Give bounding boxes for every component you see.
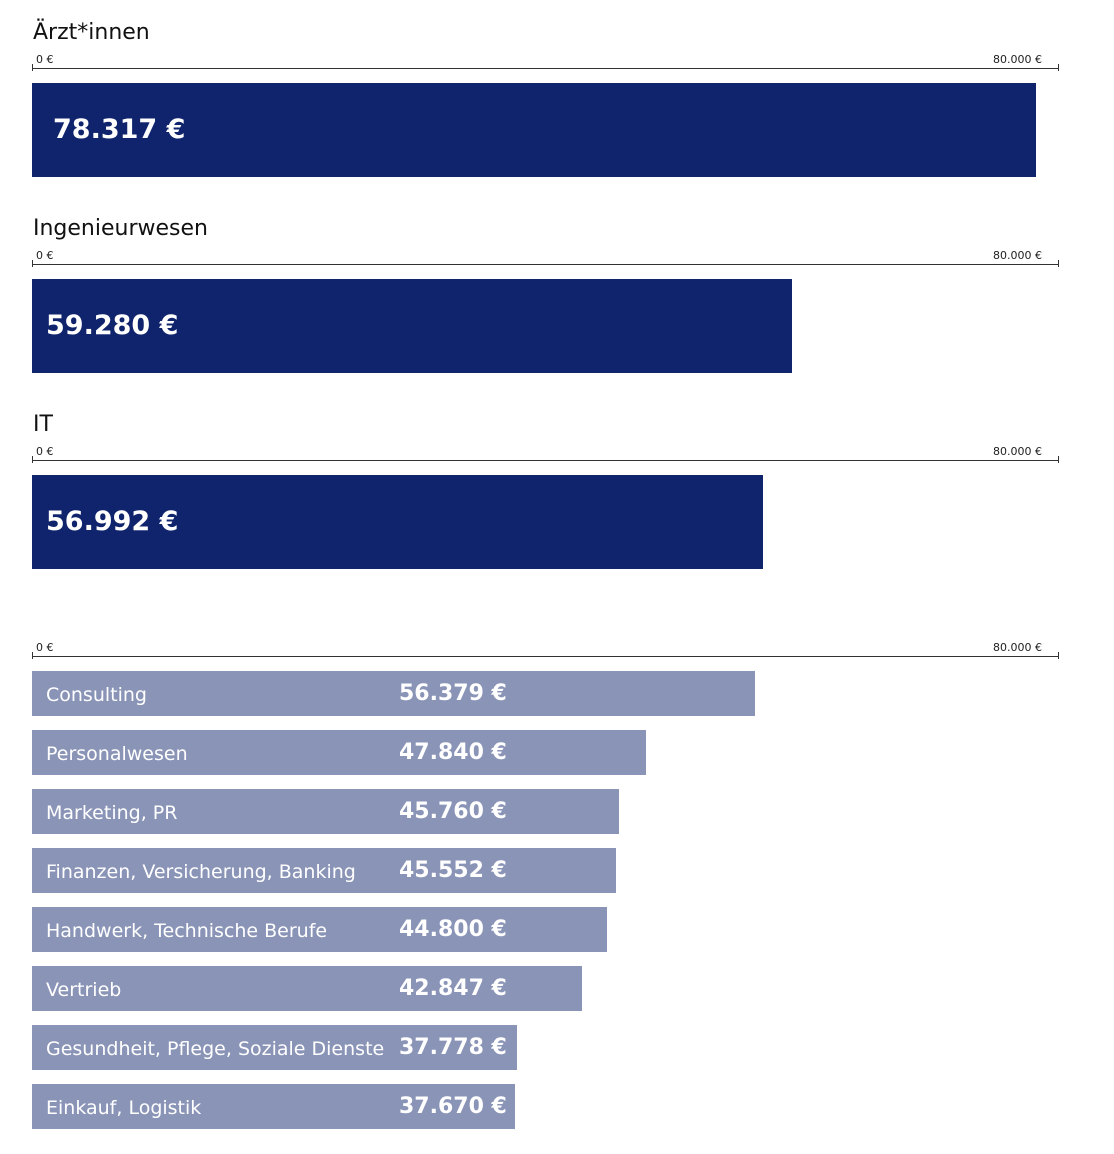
bar-value-label: 59.280 € [46,310,179,341]
bar-value-label: 44.800 € [399,917,507,942]
axis-min-label: 0 € [36,249,54,262]
bar-value-label: 37.670 € [399,1094,507,1119]
axis-tick-end [1058,64,1059,71]
category-label: Finanzen, Versicherung, Banking [46,861,356,883]
axis-tick-start [32,652,33,659]
bar-value-label: 56.992 € [46,506,179,537]
bar [32,83,1037,177]
axis-min-label: 0 € [36,445,54,458]
category-label: Handwerk, Technische Berufe [46,920,328,942]
bar-value-label: 45.760 € [399,799,507,824]
bar [32,730,646,775]
axis-max-label: 80.000 € [993,641,1042,654]
axis-max-label: 80.000 € [993,249,1042,262]
category-label: Marketing, PR [46,802,178,824]
bar-value-label: 42.847 € [399,976,507,1001]
panel-title: Ärzt*innen [33,20,150,45]
axis-tick-start [32,456,33,463]
bar-value-label: 45.552 € [399,858,507,883]
axis-min-label: 0 € [36,641,54,654]
axis-line [32,656,1058,657]
category-label: Vertrieb [46,979,122,1001]
axis-tick-start [32,64,33,71]
axis-max-label: 80.000 € [993,53,1042,66]
bar [32,475,763,569]
bar [32,907,607,952]
bar [32,279,793,373]
category-label: Einkauf, Logistik [46,1097,202,1119]
bar [32,966,582,1011]
bar [32,789,619,834]
axis-line [32,68,1058,69]
bar [32,1084,516,1129]
axis-line [32,460,1058,461]
panel-title: IT [33,412,53,437]
axis-line [32,264,1058,265]
bar-value-label: 47.840 € [399,740,507,765]
axis-min-label: 0 € [36,53,54,66]
bar [32,848,617,893]
axis-max-label: 80.000 € [993,445,1042,458]
panel-title: Ingenieurwesen [33,216,208,241]
axis-tick-end [1058,260,1059,267]
bar-value-label: 37.778 € [399,1035,507,1060]
bar-value-label: 78.317 € [53,114,186,145]
axis-tick-start [32,260,33,267]
axis-tick-end [1058,652,1059,659]
bar [32,671,756,716]
category-label: Gesundheit, Pflege, Soziale Dienste [46,1038,385,1060]
category-label: Personalwesen [46,743,188,765]
axis-tick-end [1058,456,1059,463]
category-label: Consulting [46,684,147,706]
bar [32,1025,517,1070]
bar-value-label: 56.379 € [399,681,507,706]
